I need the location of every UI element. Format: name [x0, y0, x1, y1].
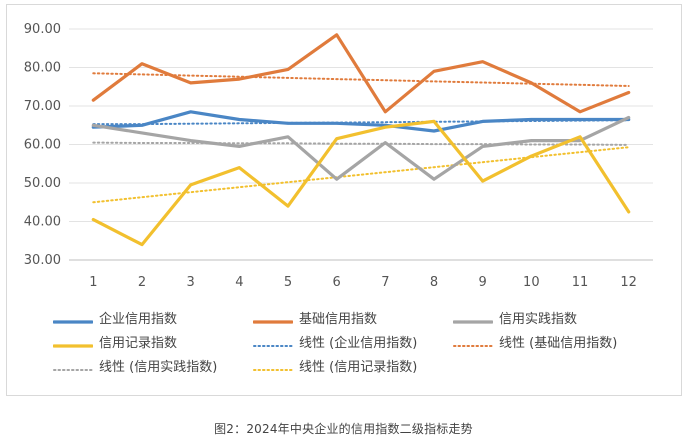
legend-swatch [52, 312, 94, 324]
x-tick-label: 9 [479, 275, 487, 290]
legend-label: 信用实践指数 [499, 311, 578, 327]
x-tick-label: 3 [187, 275, 195, 290]
y-tick-label: 60.00 [24, 138, 61, 153]
legend-label: 基础信用指数 [299, 311, 378, 327]
x-tick-label: 8 [430, 275, 438, 290]
chart-figure: 30.00 40.00 50.00 60.00 70.00 80.00 90.00 1 2 3 4 5… [6, 4, 682, 396]
line-series [91, 119, 631, 247]
y-tick-label: 50.00 [24, 176, 61, 191]
legend-label: 信用记录指数 [99, 335, 178, 351]
legend-label: 线性 (信用实践指数) [99, 359, 218, 375]
x-tick-label: 4 [235, 275, 243, 290]
chart-legend: 企业信用指数 基础信用指数 信用实践指数 信用记录指数 线性 (企业信用指数) [52, 305, 673, 377]
x-tick-label: 1 [89, 275, 97, 290]
line-series [91, 115, 631, 181]
x-tick-label: 2 [138, 275, 146, 290]
legend-item-trend-record: 线性 (信用记录指数) [253, 353, 417, 377]
figure-caption: 图2：2024年中央企业的信用指数二级指标走势 [214, 422, 473, 436]
legend-label: 线性 (基础信用指数) [499, 335, 618, 351]
legend-item-record: 信用记录指数 [52, 329, 178, 353]
legend-item-trend-basic: 线性 (基础信用指数) [453, 329, 617, 353]
trendline-series [92, 72, 630, 87]
legend-swatch [53, 360, 93, 371]
y-tick-label: 90.00 [24, 22, 61, 37]
x-tick-label: 5 [284, 275, 292, 290]
x-tick-label: 7 [381, 275, 389, 290]
legend-swatch [52, 336, 94, 348]
y-tick-label: 70.00 [24, 99, 61, 114]
legend-swatch [452, 312, 494, 324]
trendline-series [92, 141, 630, 146]
x-tick-label: 12 [620, 275, 637, 290]
y-tick-label: 80.00 [24, 61, 61, 76]
legend-item-basic: 基础信用指数 [252, 305, 378, 329]
x-tick-label: 6 [333, 275, 341, 290]
legend-swatch [253, 360, 293, 371]
legend-row: 信用记录指数 线性 (企业信用指数) 线性 (基础信用指数) [52, 329, 673, 353]
legend-item-trend-practice: 线性 (信用实践指数) [53, 353, 217, 377]
line-series [91, 110, 631, 133]
legend-swatch [253, 336, 293, 347]
line-series [91, 33, 631, 114]
legend-swatch [252, 312, 294, 324]
x-tick-label: 11 [572, 275, 589, 290]
legend-row: 线性 (信用实践指数) 线性 (信用记录指数) [53, 353, 673, 377]
legend-label: 企业信用指数 [99, 311, 178, 327]
y-tick-label: 30.00 [24, 253, 61, 268]
x-tick-label: 10 [523, 275, 540, 290]
trendline-series [92, 146, 630, 204]
legend-swatch [453, 336, 493, 347]
legend-label: 线性 (企业信用指数) [299, 335, 418, 351]
legend-item-enterprise: 企业信用指数 [52, 305, 178, 329]
y-tick-label: 40.00 [24, 215, 61, 230]
legend-label: 线性 (信用记录指数) [299, 359, 418, 375]
legend-item-trend-enterprise: 线性 (企业信用指数) [253, 329, 417, 353]
legend-item-practice: 信用实践指数 [452, 305, 578, 329]
legend-row: 企业信用指数 基础信用指数 信用实践指数 [52, 305, 673, 329]
